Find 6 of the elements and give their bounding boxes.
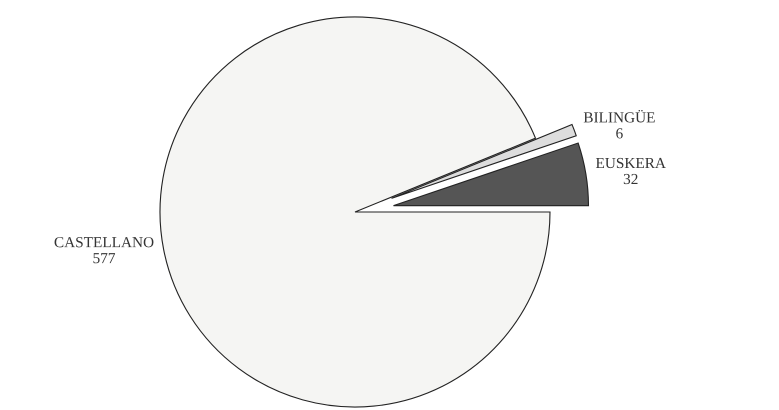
data-label: 32	[624, 174, 638, 184]
data-label: 6	[616, 128, 623, 138]
slice-label: BILINGÜE	[584, 110, 655, 123]
slice-label: CASTELLANO	[54, 237, 154, 248]
data-label: 577	[93, 253, 116, 264]
slice-label: EUSKERA	[596, 158, 666, 168]
